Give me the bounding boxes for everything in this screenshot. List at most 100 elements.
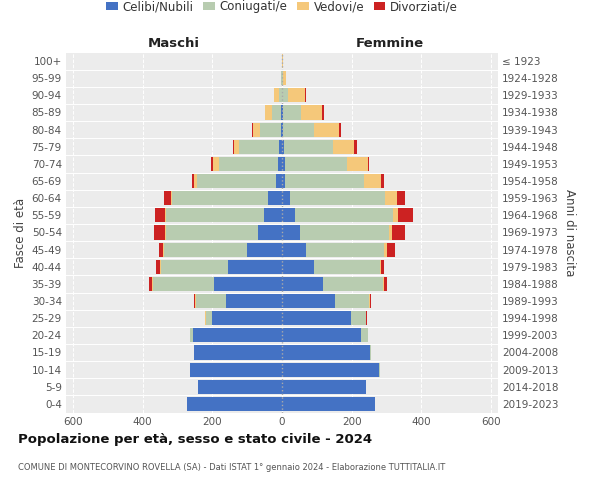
Bar [195,294,196,308]
Bar [370,346,371,360]
Bar [253,122,260,136]
Bar [380,174,384,188]
Bar [380,260,381,274]
Bar [365,311,367,325]
Bar [247,242,282,256]
Bar [268,191,282,205]
Bar [282,346,370,360]
Bar [339,122,341,136]
Bar [300,226,389,239]
Text: COMUNE DI MONTECORVINO ROVELLA (SA) - Dati ISTAT 1° gennaio 2024 - Elaborazione : COMUNE DI MONTECORVINO ROVELLA (SA) - Da… [18,462,445,471]
Bar [281,106,282,120]
Bar [272,106,281,120]
Bar [385,191,397,205]
Bar [285,157,347,171]
Bar [226,294,282,308]
Bar [379,362,380,376]
Bar [166,208,264,222]
Bar [218,157,278,171]
Bar [397,191,406,205]
Bar [239,140,279,154]
Bar [166,226,259,239]
Bar [290,191,385,205]
Bar [364,174,380,188]
Bar [164,208,166,222]
Bar [305,242,384,256]
Bar [282,260,314,274]
Bar [282,208,295,222]
Bar [284,140,332,154]
Bar [170,191,172,205]
Bar [194,346,282,360]
Bar [213,157,218,171]
Bar [282,54,283,68]
Bar [314,122,339,136]
Bar [260,122,281,136]
Bar [265,106,272,120]
Bar [155,208,164,222]
Bar [282,242,305,256]
Bar [282,122,283,136]
Bar [370,294,371,308]
Bar [228,260,282,274]
Bar [152,277,153,291]
Bar [282,191,290,205]
Bar [149,277,152,291]
Bar [233,140,234,154]
Bar [335,294,369,308]
Bar [190,328,193,342]
Bar [301,106,322,120]
Bar [381,260,385,274]
Bar [282,311,351,325]
Bar [187,397,282,411]
Bar [283,106,301,120]
Bar [251,122,253,136]
Bar [196,294,226,308]
Bar [281,122,282,136]
Bar [389,226,392,239]
Bar [172,191,268,205]
Bar [282,71,283,85]
Bar [279,140,282,154]
Bar [278,157,282,171]
Bar [153,277,214,291]
Text: Popolazione per età, sesso e stato civile - 2024: Popolazione per età, sesso e stato civil… [18,432,372,446]
Bar [323,277,383,291]
Bar [154,226,164,239]
Bar [383,277,384,291]
Bar [193,328,282,342]
Bar [194,174,197,188]
Bar [282,362,379,376]
Bar [259,226,282,239]
Bar [282,294,335,308]
Bar [282,380,367,394]
Bar [234,140,239,154]
Bar [164,226,166,239]
Bar [282,174,286,188]
Bar [314,260,380,274]
Bar [194,294,195,308]
Bar [332,140,354,154]
Bar [192,174,194,188]
Bar [214,277,282,291]
Bar [282,328,361,342]
Bar [282,106,283,120]
Bar [354,140,357,154]
Bar [190,362,282,376]
Bar [393,208,398,222]
Bar [282,88,288,102]
Bar [368,157,370,171]
Bar [384,277,387,291]
Text: Maschi: Maschi [148,37,200,50]
Bar [392,226,404,239]
Bar [361,328,368,342]
Bar [283,122,314,136]
Bar [283,71,286,85]
Bar [164,242,247,256]
Bar [295,208,393,222]
Bar [276,174,282,188]
Bar [387,242,395,256]
Bar [197,174,276,188]
Bar [156,260,160,274]
Bar [322,106,324,120]
